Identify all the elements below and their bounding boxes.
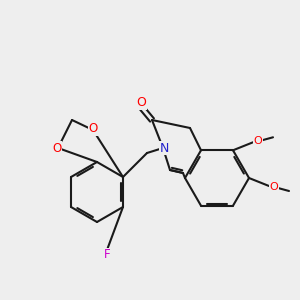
Text: O: O: [254, 136, 262, 146]
Text: O: O: [88, 122, 98, 136]
Text: O: O: [270, 182, 278, 192]
Text: F: F: [104, 248, 110, 262]
Text: O: O: [136, 97, 146, 110]
Text: O: O: [52, 142, 62, 154]
Text: N: N: [159, 142, 169, 154]
